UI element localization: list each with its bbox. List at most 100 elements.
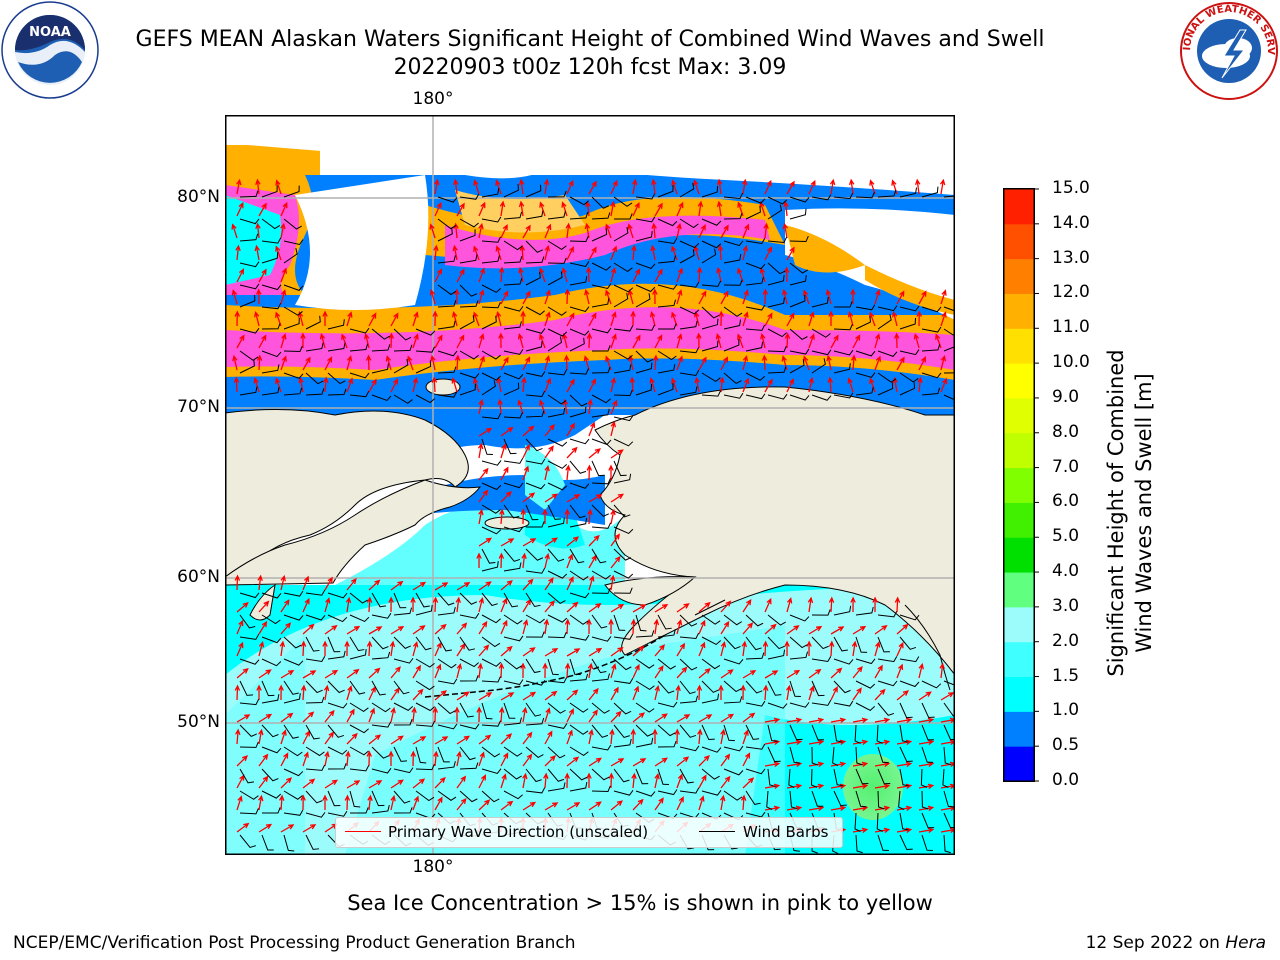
wind-barb: [261, 237, 282, 244]
wave-direction-arrow: [544, 424, 555, 437]
wave-direction-arrow: [693, 179, 700, 195]
wave-direction-arrow: [874, 289, 881, 305]
wave-direction-arrow: [562, 398, 569, 415]
wave-direction-arrow: [302, 623, 315, 635]
wind-barb: [569, 724, 589, 735]
wave-direction-arrow: [651, 178, 657, 195]
wind-barb: [459, 636, 476, 651]
wind-barb: [723, 724, 735, 742]
wind-barb: [767, 204, 782, 220]
wave-direction-arrow: [654, 202, 663, 217]
wave-direction-arrow: [628, 354, 634, 371]
wave-direction-arrow: [698, 224, 706, 239]
colorbar-tick-label: 3.0: [1052, 595, 1080, 616]
wind-barb: [239, 633, 260, 640]
wind-barb: [811, 724, 825, 741]
colorbar-segment: [1004, 397, 1034, 434]
wind-barb: [591, 548, 607, 564]
colorbar-segment: [1004, 572, 1034, 608]
colorbar-tick-label: 11.0: [1052, 317, 1090, 338]
wind-barb: [635, 614, 647, 632]
wave-direction-arrow: [896, 805, 913, 812]
wind-barb: [525, 504, 539, 521]
wind-barb: [745, 652, 765, 660]
wind-barb: [547, 407, 566, 418]
wind-barb: [877, 305, 898, 312]
wind-barb: [283, 387, 303, 396]
wave-direction-arrow: [478, 201, 486, 217]
wave-direction-arrow: [697, 728, 703, 745]
wind-barb: [371, 680, 386, 696]
wave-direction-arrow: [608, 618, 614, 635]
wind-barb: [547, 271, 563, 286]
wind-barb: [503, 372, 524, 380]
wind-barb: [833, 349, 854, 356]
wave-direction-arrow: [698, 641, 706, 657]
wind-barb: [327, 650, 346, 660]
wave-direction-arrow: [234, 310, 240, 327]
wave-direction-arrow: [803, 355, 810, 371]
wave-direction-arrow: [456, 775, 467, 789]
wind-barb: [745, 324, 766, 331]
colorbar-segment: [1004, 606, 1034, 643]
wind-barb: [854, 724, 861, 744]
wind-barb: [810, 768, 818, 788]
wave-direction-arrow: [566, 553, 574, 569]
wave-direction-arrow: [786, 739, 803, 746]
wind-barb: [767, 649, 786, 660]
wave-direction-arrow: [346, 377, 354, 393]
wave-direction-arrow: [610, 555, 621, 569]
wave-direction-arrow: [275, 179, 282, 195]
wind-barb: [855, 316, 871, 330]
wave-direction-arrow: [434, 776, 446, 789]
wave-direction-arrow: [365, 354, 372, 371]
wind-barb: [305, 636, 320, 652]
wind-barb: [613, 226, 629, 242]
wind-barb: [525, 567, 546, 574]
wave-direction-arrow: [456, 268, 465, 283]
wave-direction-arrow: [786, 717, 803, 724]
wind-barb: [635, 680, 655, 690]
wave-direction-arrow: [324, 625, 338, 635]
wind-barb: [877, 680, 898, 687]
wind-barb: [525, 768, 542, 783]
wave-direction-arrow: [434, 334, 443, 349]
wind-barb: [327, 592, 348, 599]
wind-barb: [459, 218, 479, 228]
wind-barb: [723, 680, 742, 693]
wave-direction-arrow: [258, 641, 265, 657]
wind-barb: [613, 548, 632, 561]
wave-direction-arrow: [742, 777, 755, 789]
wind-barb: [547, 614, 568, 623]
wave-direction-arrow: [718, 684, 724, 701]
wind-barb: [503, 412, 523, 419]
wave-direction-arrow: [234, 684, 241, 701]
wind-barb: [459, 284, 478, 297]
wave-direction-arrow: [566, 802, 581, 811]
wave-direction-arrow: [588, 757, 603, 767]
wave-direction-arrow: [430, 354, 436, 371]
wave-direction-arrow: [478, 596, 485, 613]
wind-barb: [525, 271, 541, 286]
wave-direction-arrow: [520, 662, 526, 679]
wave-direction-arrow: [852, 334, 861, 349]
wind-barb: [833, 392, 854, 399]
wind-barb: [613, 292, 629, 308]
wave-direction-arrow: [720, 775, 731, 789]
wind-barb: [613, 364, 632, 374]
wind-barb: [239, 190, 259, 198]
wave-direction-arrow: [764, 783, 781, 790]
wind-barb: [481, 614, 501, 624]
wind-barb: [877, 702, 895, 716]
wind-barb: [503, 548, 521, 562]
wind-barb: [943, 746, 952, 766]
wind-barb: [613, 504, 631, 518]
wave-direction-arrow: [654, 644, 666, 657]
wind-barb: [657, 364, 676, 374]
wave-direction-arrow: [542, 508, 548, 525]
wind-barb: [613, 633, 634, 640]
wave-direction-arrow: [544, 537, 558, 547]
wind-barb: [481, 302, 501, 309]
wave-direction-arrow: [874, 805, 891, 812]
wave-direction-arrow: [828, 596, 835, 613]
